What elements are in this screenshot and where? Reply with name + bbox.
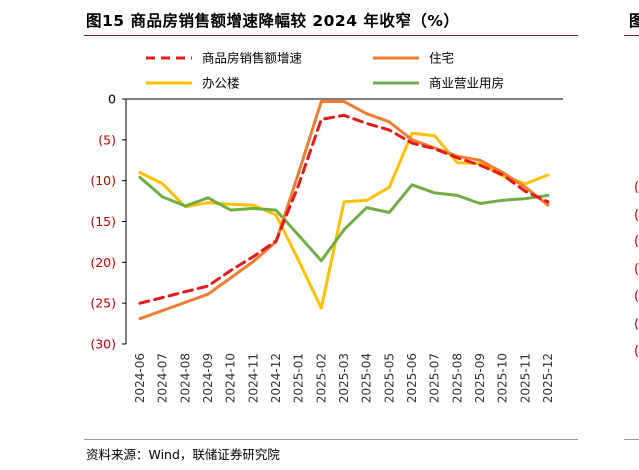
x-tick-label: 2025-06 — [405, 353, 419, 403]
x-tick-label: 2025-11 — [518, 353, 532, 403]
x-tick-label: 2025-03 — [337, 353, 351, 403]
x-tick-label: 2025-09 — [473, 353, 487, 403]
x-tick-label: 2024-08 — [178, 353, 192, 403]
adjacent-tick-fragment: ( — [634, 317, 639, 332]
adjacent-tick-fragment: ( — [634, 234, 639, 249]
y-tick-label: 0 — [108, 92, 116, 107]
y-tick-label: (30) — [90, 337, 116, 352]
series-line-2 — [138, 131, 550, 310]
x-tick-label: 2025-02 — [314, 353, 328, 403]
x-tick-label: 2025-07 — [428, 353, 442, 403]
adjacent-tick-fragment: ( — [634, 289, 639, 304]
adjacent-source-rule — [624, 439, 639, 440]
series-line-1 — [138, 100, 550, 321]
adjacent-tick-fragment: ( — [634, 208, 639, 223]
series-line-0 — [138, 113, 550, 305]
adjacent-tick-fragment: ( — [634, 262, 639, 277]
chart-series — [138, 100, 550, 321]
x-tick-label: 2024-07 — [156, 353, 170, 403]
x-tick-label: 2024-06 — [133, 353, 147, 403]
x-tick-label: 2024-09 — [201, 353, 215, 403]
legend-label-3: 商业营业用房 — [429, 76, 504, 91]
x-tick-label: 2025-10 — [496, 353, 510, 403]
x-tick-label: 2025-05 — [382, 353, 396, 403]
y-tick-label: (20) — [90, 255, 116, 270]
y-tick-label: (15) — [90, 214, 116, 229]
figure-source: 资料来源：Wind，联储证券研究院 — [86, 447, 280, 462]
y-tick-label: (10) — [90, 173, 116, 188]
y-axis: 0 (5) (10) (15) (20) (25) (30) — [90, 92, 127, 352]
x-tick-label: 2025-08 — [450, 353, 464, 403]
adjacent-title-rule — [624, 35, 639, 36]
x-tick-label: 2025-12 — [541, 353, 555, 403]
x-tick-label: 2025-01 — [292, 353, 306, 403]
x-tick-label: 2024-10 — [224, 353, 238, 403]
adjacent-tick-fragment: ( — [634, 344, 639, 359]
source-rule — [84, 439, 578, 440]
adjacent-figure-title-fragment: 图 — [629, 12, 639, 30]
adjacent-tick-fragment: ( — [634, 180, 639, 195]
y-tick-label: (5) — [98, 132, 116, 147]
x-tick-label: 2025-04 — [360, 353, 374, 403]
legend-label-1: 住宅 — [429, 51, 454, 66]
x-tick-label: 2024-11 — [246, 353, 260, 403]
y-tick-label: (25) — [90, 296, 116, 311]
legend-label-2: 办公楼 — [202, 76, 240, 91]
x-axis: 2024-06 2024-07 2024-08 2024-09 2024-10 2024-… — [126, 98, 563, 403]
legend-label-0: 商品房销售额增速 — [202, 51, 303, 66]
x-tick-label: 2024-12 — [269, 353, 283, 403]
title-rule — [84, 35, 578, 36]
figure-title: 图15 商品房销售额增速降幅较 2024 年收窄（%） — [86, 12, 460, 30]
series-line-3 — [138, 175, 550, 263]
